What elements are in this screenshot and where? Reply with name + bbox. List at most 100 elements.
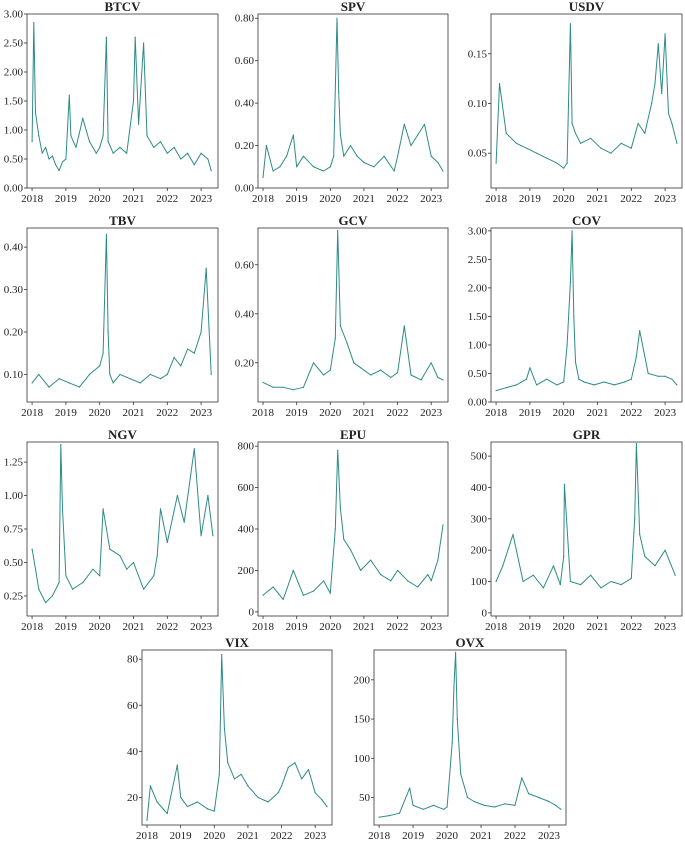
data-point bbox=[542, 587, 545, 589]
data-point bbox=[580, 584, 582, 586]
x-tick-label: 2018 bbox=[252, 193, 275, 205]
data-point bbox=[187, 152, 189, 154]
data-point bbox=[398, 812, 401, 814]
y-tick-label: 20 bbox=[127, 792, 139, 804]
y-tick-label: 1.25 bbox=[4, 457, 24, 469]
data-point bbox=[356, 155, 358, 157]
x-tick-label: 2020 bbox=[553, 407, 576, 419]
data-point bbox=[72, 588, 74, 590]
y-tick-label: 0.60 bbox=[235, 259, 255, 271]
y-tick-label: 100 bbox=[471, 576, 488, 588]
data-point bbox=[95, 152, 97, 154]
data-point bbox=[227, 762, 229, 764]
data-point bbox=[153, 575, 155, 577]
x-tick-label: 2021 bbox=[470, 830, 492, 841]
x-tick-label: 2020 bbox=[553, 193, 576, 205]
y-tick-label: 0.20 bbox=[4, 326, 24, 338]
data-point bbox=[495, 390, 497, 392]
data-point bbox=[337, 229, 339, 232]
y-tick-label: 0.60 bbox=[235, 55, 255, 67]
data-point bbox=[600, 587, 602, 589]
data-point bbox=[193, 164, 195, 166]
y-tick-label: 200 bbox=[471, 545, 488, 557]
panel-title-spv: SPV bbox=[341, 0, 366, 14]
y-tick-label: 0.00 bbox=[468, 397, 488, 409]
series-line-gcv bbox=[262, 230, 444, 391]
data-point bbox=[272, 170, 274, 172]
data-point bbox=[200, 331, 202, 333]
data-point bbox=[657, 375, 659, 377]
data-point bbox=[630, 577, 632, 580]
x-tick-label: 2018 bbox=[252, 621, 275, 633]
x-tick-label: 2023 bbox=[654, 407, 677, 419]
data-point bbox=[126, 568, 128, 570]
x-tick-label: 2022 bbox=[387, 407, 409, 419]
x-tick-label: 2018 bbox=[21, 407, 44, 419]
data-point bbox=[571, 230, 573, 232]
data-point bbox=[514, 804, 516, 807]
x-tick-label: 2021 bbox=[586, 621, 608, 633]
data-point bbox=[528, 793, 530, 795]
data-point bbox=[504, 803, 506, 805]
data-point bbox=[664, 33, 666, 35]
x-tick-label: 2023 bbox=[190, 193, 213, 205]
data-point bbox=[31, 382, 33, 384]
data-point bbox=[132, 100, 135, 102]
data-point bbox=[430, 155, 432, 157]
data-point bbox=[664, 375, 666, 377]
y-tick-label: 200 bbox=[238, 565, 255, 577]
data-point bbox=[75, 146, 77, 148]
plot-frame bbox=[257, 13, 449, 189]
data-point bbox=[31, 548, 33, 550]
data-point bbox=[68, 94, 70, 96]
x-tick-label: 2019 bbox=[286, 621, 309, 633]
data-point bbox=[176, 494, 178, 497]
data-point bbox=[571, 122, 573, 124]
x-tick-label: 2023 bbox=[190, 621, 213, 633]
panel-gcv: GCV 0.20 0.40 0.60 2018 2019 2020 2021 2022 2023 bbox=[235, 213, 449, 419]
data-point bbox=[552, 565, 555, 567]
data-point bbox=[61, 161, 64, 163]
data-point bbox=[105, 233, 107, 235]
x-tick-label: 2021 bbox=[586, 193, 608, 205]
x-tick-label: 2019 bbox=[55, 193, 78, 205]
data-point bbox=[661, 92, 663, 95]
data-point bbox=[349, 145, 352, 147]
y-tick-label: 0.40 bbox=[235, 98, 255, 110]
data-point bbox=[521, 777, 523, 779]
data-point bbox=[525, 147, 528, 149]
x-tick-label: 2019 bbox=[519, 621, 542, 633]
y-tick-label: 0.25 bbox=[4, 590, 24, 602]
data-point bbox=[314, 792, 316, 794]
data-point bbox=[453, 687, 455, 689]
x-tick-label: 2018 bbox=[21, 193, 44, 205]
data-point bbox=[33, 22, 35, 24]
data-point bbox=[505, 132, 507, 134]
data-point bbox=[563, 167, 565, 169]
data-point bbox=[267, 801, 269, 803]
y-tick-label: 0 bbox=[249, 606, 255, 618]
panel-title-epu: EPU bbox=[340, 427, 367, 442]
data-point bbox=[262, 176, 264, 178]
x-tick-label: 2019 bbox=[519, 407, 542, 419]
data-point bbox=[196, 801, 199, 803]
data-point bbox=[312, 590, 315, 592]
x-tick-label: 2022 bbox=[387, 193, 409, 205]
panel-title-tbv: TBV bbox=[109, 213, 136, 228]
data-point bbox=[546, 157, 548, 159]
data-point bbox=[639, 533, 641, 536]
y-tick-label: 0.80 bbox=[235, 13, 255, 25]
y-tick-label: 200 bbox=[354, 674, 371, 686]
series-line-tbv bbox=[31, 233, 212, 388]
data-point bbox=[674, 574, 676, 576]
data-point bbox=[257, 796, 259, 799]
data-point bbox=[223, 727, 225, 729]
data-point bbox=[166, 812, 168, 815]
data-point bbox=[65, 158, 67, 160]
data-point bbox=[212, 535, 214, 537]
data-point bbox=[637, 122, 639, 124]
panel-title-btcv: BTCV bbox=[104, 0, 141, 14]
data-point bbox=[566, 162, 568, 164]
data-point bbox=[600, 147, 602, 149]
y-tick-label: 3.00 bbox=[468, 225, 488, 237]
